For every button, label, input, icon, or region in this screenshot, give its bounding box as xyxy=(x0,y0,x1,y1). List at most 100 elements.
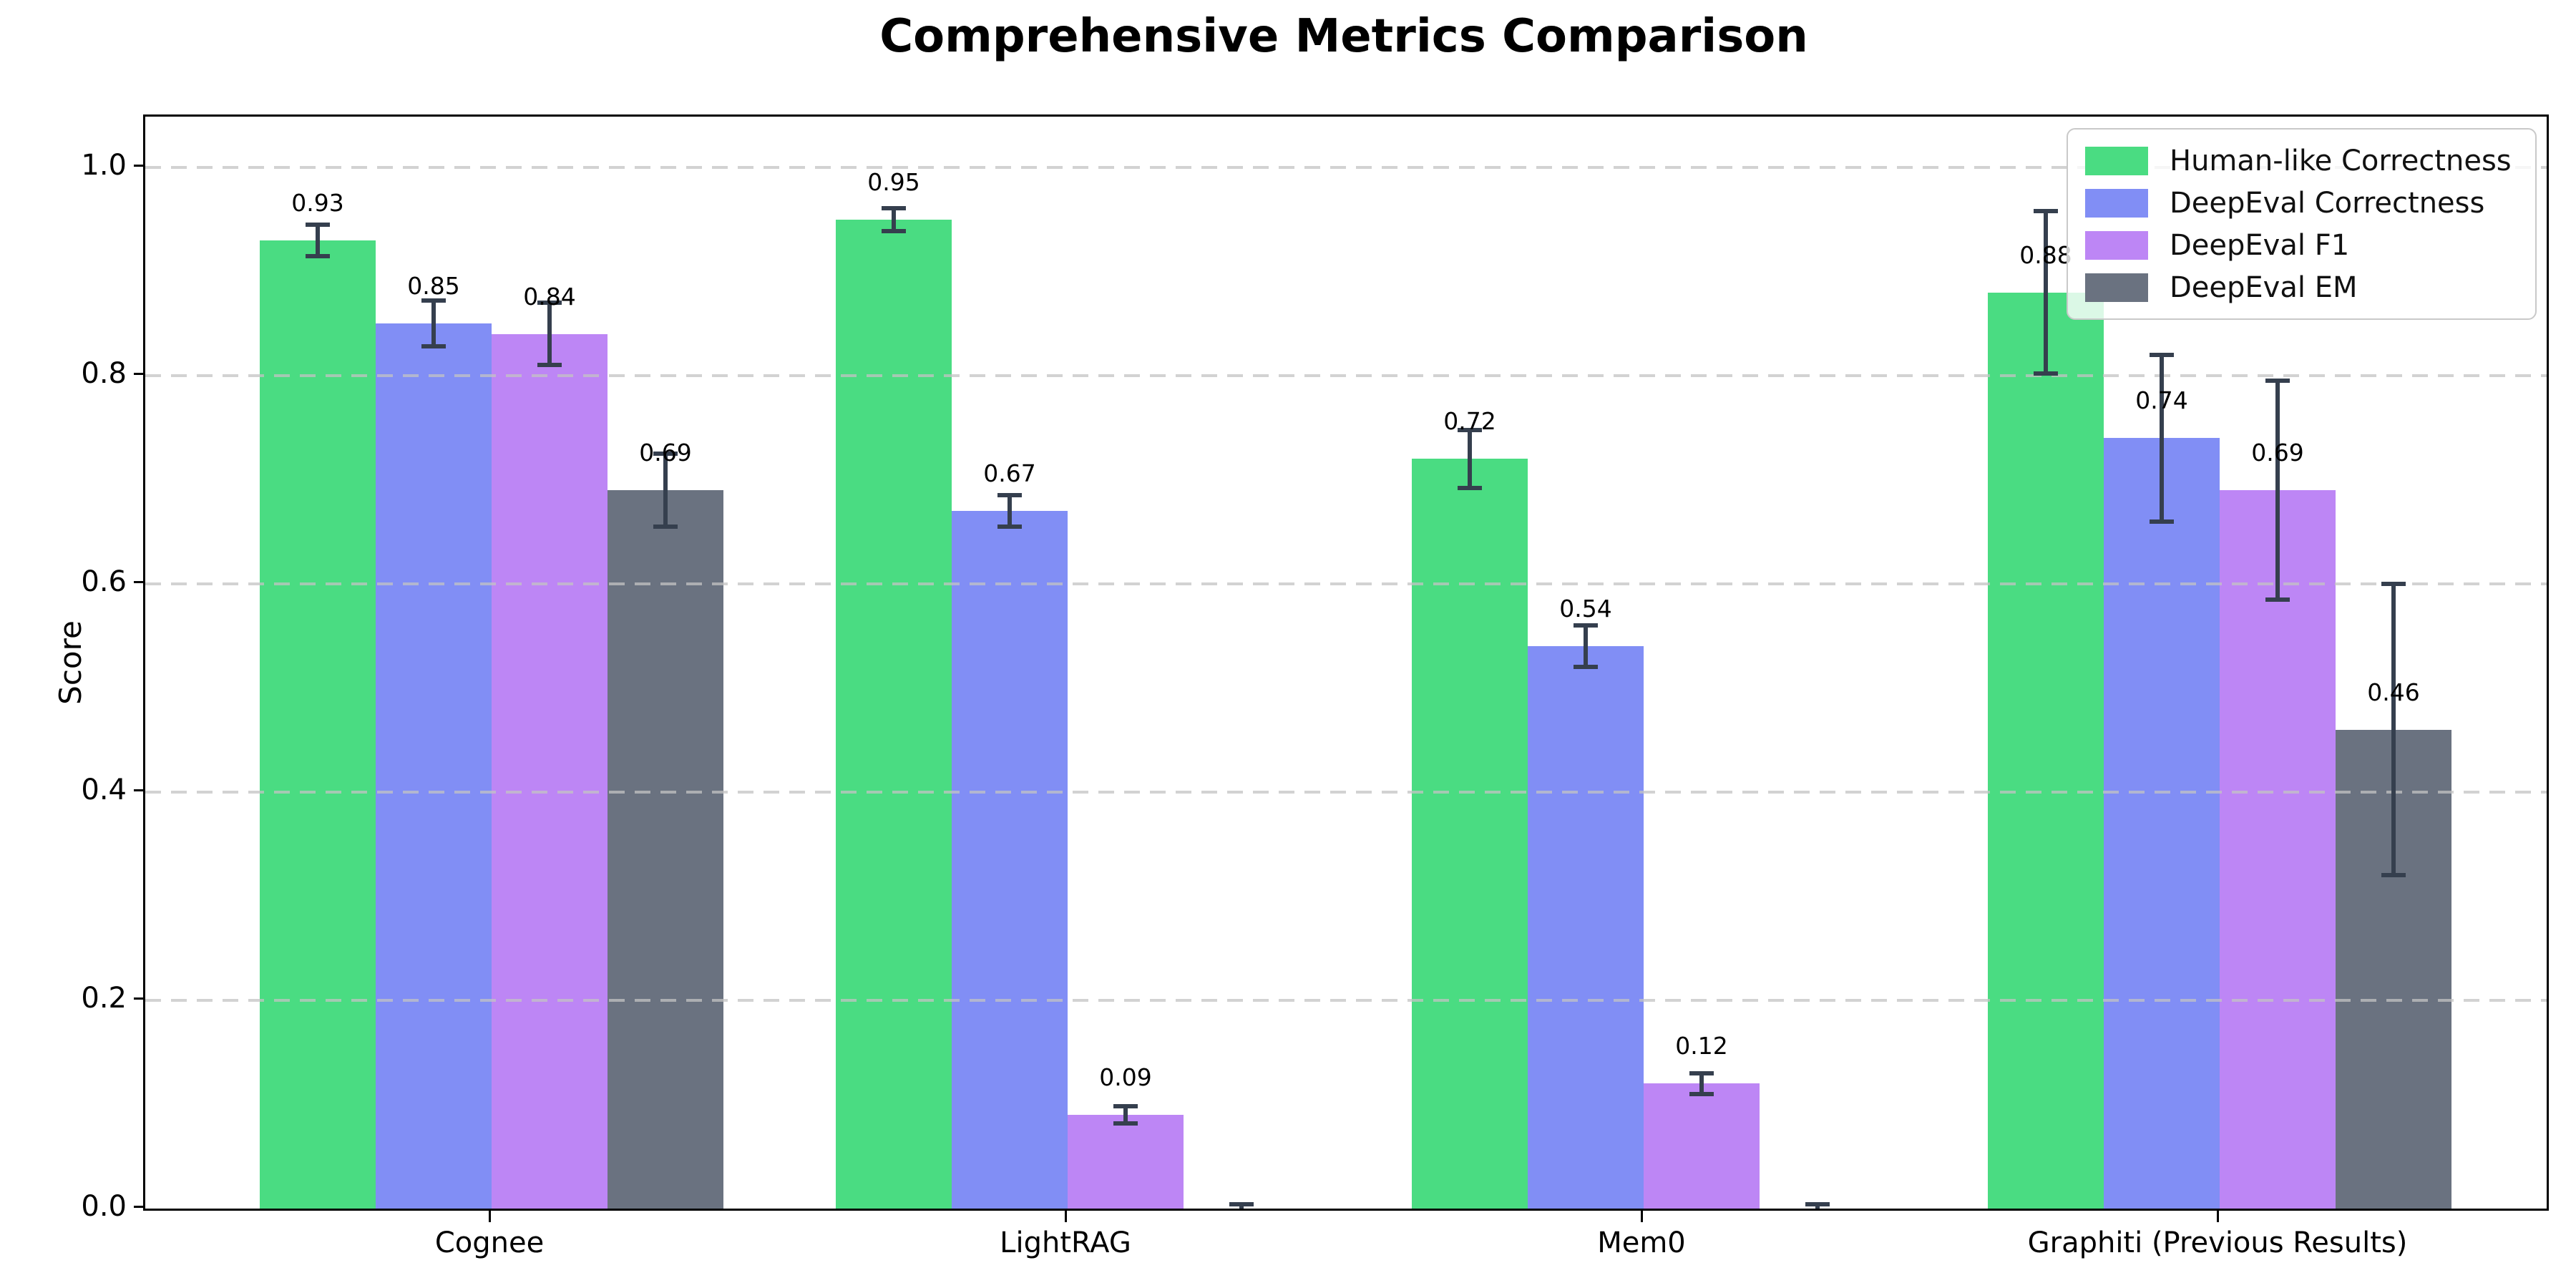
error-bar-cap xyxy=(1458,486,1482,491)
error-bar-cap xyxy=(306,253,330,258)
bar-deepeval-em-0 xyxy=(608,490,723,1209)
legend-swatch-icon xyxy=(2085,273,2148,302)
error-bar-cap xyxy=(2265,379,2290,384)
bar-human-like-correctness-2 xyxy=(1412,459,1528,1209)
error-bar-cap xyxy=(2265,597,2290,602)
y-tick-label: 0.8 xyxy=(81,357,127,390)
y-tick-label: 0.4 xyxy=(81,774,127,806)
bar-deepeval-correctness-0 xyxy=(376,323,492,1209)
chart-title: Comprehensive Metrics Comparison xyxy=(879,10,1808,63)
gridline-0.2 xyxy=(145,999,2547,1002)
y-tick-label: 0.0 xyxy=(81,1190,127,1223)
bar-deepeval-correctness-3 xyxy=(2104,438,2220,1209)
bar-value-label: 0.09 xyxy=(1099,1063,1152,1092)
legend: Human-like Correctness DeepEval Correctne… xyxy=(2067,128,2537,320)
y-tick-mark xyxy=(134,789,145,791)
gridline-1 xyxy=(145,166,2547,169)
y-tick-label: 1.0 xyxy=(81,149,127,182)
y-axis-label: Score xyxy=(53,620,88,705)
y-tick-mark xyxy=(134,581,145,583)
error-bar-cap xyxy=(1458,427,1482,432)
error-bar-cap xyxy=(882,205,906,210)
bar-value-label: 0.46 xyxy=(2367,678,2420,706)
error-bar-cap xyxy=(1574,623,1598,628)
error-bar-line xyxy=(1123,1106,1128,1123)
legend-item: DeepEval Correctness xyxy=(2085,182,2518,224)
y-tick-label: 0.2 xyxy=(81,982,127,1015)
gridline-0.4 xyxy=(145,791,2547,794)
bar-deepeval-correctness-1 xyxy=(952,511,1068,1209)
legend-item: Human-like Correctness xyxy=(2085,140,2518,182)
error-bar-line xyxy=(2160,354,2164,522)
x-tick-mark xyxy=(2217,1211,2219,1222)
error-bar-cap xyxy=(306,223,330,228)
error-bar-cap xyxy=(2034,209,2058,214)
error-bar-cap xyxy=(1805,1202,1830,1207)
error-bar-line xyxy=(1699,1073,1704,1094)
legend-label: DeepEval Correctness xyxy=(2170,186,2485,220)
error-bar-line xyxy=(547,303,552,366)
x-tick-label-3: Graphiti (Previous Results) xyxy=(2027,1226,2408,1259)
error-bar-cap xyxy=(882,228,906,233)
x-tick-label-2: Mem0 xyxy=(1597,1226,1686,1259)
error-bar-cap xyxy=(653,524,678,529)
error-bar-cap xyxy=(421,298,446,303)
error-bar-cap xyxy=(2381,873,2406,878)
error-bar-cap xyxy=(1113,1104,1138,1109)
error-bar-line xyxy=(316,225,320,256)
x-tick-label-1: LightRAG xyxy=(1000,1226,1131,1259)
error-bar-line xyxy=(1584,625,1588,668)
bar-human-like-correctness-3 xyxy=(1988,292,2104,1209)
bar-value-label: 0.67 xyxy=(983,459,1036,488)
y-tick-mark xyxy=(134,373,145,375)
bar-value-label: 0.88 xyxy=(2019,240,2072,269)
error-bar-cap xyxy=(2034,371,2058,376)
legend-swatch-icon xyxy=(2085,230,2148,260)
error-bar-cap xyxy=(1689,1070,1714,1075)
error-bar-cap xyxy=(997,524,1022,529)
error-bar-cap xyxy=(1574,665,1598,670)
error-bar-line xyxy=(2044,211,2048,374)
error-bar-cap xyxy=(2381,582,2406,586)
error-bar-cap xyxy=(653,452,678,457)
bar-value-label: 0.54 xyxy=(1559,595,1612,623)
error-bar-cap xyxy=(997,493,1022,498)
bar-value-label: 0.95 xyxy=(867,167,920,196)
error-bar-cap xyxy=(1229,1202,1254,1207)
bar-value-label: 0.85 xyxy=(407,272,460,301)
bar-value-label: 0.69 xyxy=(639,439,692,467)
error-bar-line xyxy=(2275,381,2280,600)
gridline-0.6 xyxy=(145,582,2547,585)
x-tick-label-0: Cognee xyxy=(434,1226,545,1259)
bar-value-label: 0.72 xyxy=(1443,407,1496,436)
error-bar-line xyxy=(431,301,436,347)
error-bar-cap xyxy=(537,301,562,306)
bar-value-label: 0.74 xyxy=(2135,386,2188,415)
error-bar-cap xyxy=(1689,1091,1714,1096)
legend-label: DeepEval F1 xyxy=(2170,228,2350,262)
bar-human-like-correctness-0 xyxy=(260,240,376,1209)
error-bar-line xyxy=(663,454,668,527)
bar-deepeval-f1-2 xyxy=(1644,1083,1760,1209)
y-tick-label: 0.6 xyxy=(81,565,127,598)
bar-human-like-correctness-1 xyxy=(836,219,952,1209)
y-tick-mark xyxy=(134,1206,145,1208)
legend-label: DeepEval EM xyxy=(2170,270,2358,304)
error-bar-cap xyxy=(1113,1121,1138,1126)
x-tick-mark xyxy=(489,1211,491,1222)
bar-deepeval-correctness-2 xyxy=(1528,646,1644,1209)
error-bar-cap xyxy=(2150,352,2174,357)
error-bar-cap xyxy=(2150,519,2174,524)
bar-value-label: 0.69 xyxy=(2251,439,2304,467)
error-bar-line xyxy=(1468,429,1472,489)
y-tick-mark xyxy=(134,165,145,167)
x-tick-mark xyxy=(1065,1211,1067,1222)
bar-value-label: 0.93 xyxy=(291,188,344,217)
legend-swatch-icon xyxy=(2085,146,2148,175)
bar-value-label: 0.12 xyxy=(1675,1032,1728,1060)
bar-deepeval-f1-3 xyxy=(2220,490,2336,1209)
error-bar-line xyxy=(1008,495,1012,527)
error-bar-cap xyxy=(537,363,562,368)
legend-label: Human-like Correctness xyxy=(2170,144,2512,177)
